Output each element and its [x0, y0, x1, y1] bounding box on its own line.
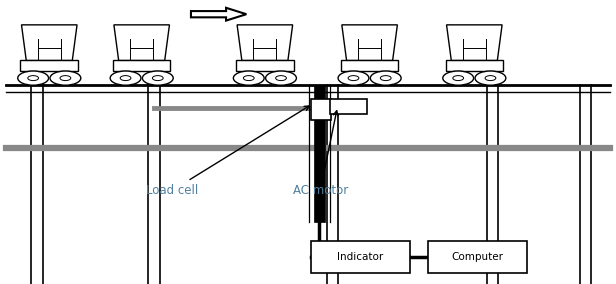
Polygon shape	[342, 25, 397, 60]
FancyBboxPatch shape	[311, 99, 331, 120]
Text: Indicator: Indicator	[337, 252, 384, 262]
Circle shape	[275, 76, 286, 81]
Polygon shape	[191, 8, 246, 20]
FancyBboxPatch shape	[341, 60, 399, 71]
Circle shape	[380, 76, 391, 81]
Text: Load cell: Load cell	[147, 106, 309, 197]
Circle shape	[453, 76, 464, 81]
Circle shape	[18, 71, 49, 85]
Polygon shape	[22, 25, 77, 60]
Circle shape	[265, 71, 296, 85]
Circle shape	[370, 71, 401, 85]
Text: Computer: Computer	[452, 252, 503, 262]
Circle shape	[142, 71, 173, 85]
FancyBboxPatch shape	[314, 85, 325, 222]
Polygon shape	[237, 25, 293, 60]
Circle shape	[338, 71, 369, 85]
Circle shape	[60, 76, 71, 81]
FancyBboxPatch shape	[236, 60, 294, 71]
Circle shape	[475, 71, 506, 85]
FancyBboxPatch shape	[445, 60, 503, 71]
FancyBboxPatch shape	[113, 60, 171, 71]
Polygon shape	[447, 25, 502, 60]
FancyBboxPatch shape	[428, 241, 527, 273]
Circle shape	[152, 76, 163, 81]
Circle shape	[485, 76, 496, 81]
Circle shape	[243, 76, 254, 81]
Circle shape	[120, 76, 131, 81]
Text: AC motor: AC motor	[293, 111, 348, 197]
Circle shape	[443, 71, 474, 85]
Circle shape	[348, 76, 359, 81]
Polygon shape	[114, 25, 169, 60]
FancyBboxPatch shape	[20, 60, 78, 71]
Circle shape	[28, 76, 39, 81]
Circle shape	[50, 71, 81, 85]
Circle shape	[233, 71, 264, 85]
FancyBboxPatch shape	[311, 241, 410, 273]
FancyBboxPatch shape	[330, 99, 367, 114]
Circle shape	[110, 71, 141, 85]
